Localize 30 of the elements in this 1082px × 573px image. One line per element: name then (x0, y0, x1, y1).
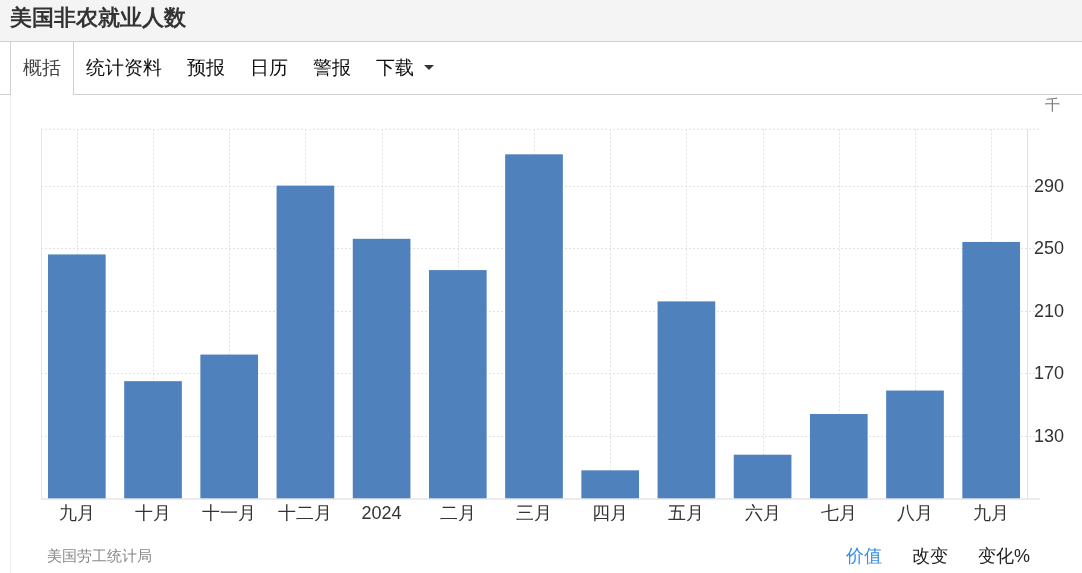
x-tick-label: 十月 (135, 503, 172, 523)
y-tick-label: 210 (1034, 300, 1065, 321)
tab-label: 下载 (376, 56, 414, 78)
text: 美国劳工统计局 (47, 548, 152, 564)
y-tick-label: 170 (1034, 363, 1065, 384)
y-tick-label: 290 (1034, 175, 1065, 196)
tab-label: 日历 (250, 56, 288, 78)
button-label: 改变 (912, 546, 948, 566)
tab-label: 统计资料 (86, 56, 162, 78)
y-axis-title: 千 (1044, 95, 1060, 113)
y-tick-label: 250 (1034, 238, 1065, 259)
button-label: 价值 (846, 546, 882, 566)
x-tick-label: 四月 (592, 503, 629, 523)
x-tick-label: 二月 (439, 503, 476, 523)
tab-label: 警报 (313, 56, 351, 78)
x-tick-label: 十一月 (202, 503, 257, 523)
tab-label: 预报 (187, 56, 225, 78)
x-tick-label: 2024 (361, 503, 402, 523)
tab-label: 概括 (23, 56, 61, 78)
x-tick-label: 十二月 (278, 503, 333, 523)
x-tick-label: 七月 (820, 503, 857, 523)
x-tick-label: 九月 (58, 503, 95, 523)
x-tick-label: 八月 (896, 503, 933, 523)
x-tick-label: 三月 (516, 503, 552, 523)
x-tick-label: 六月 (744, 503, 781, 523)
x-tick-label: 九月 (973, 503, 1010, 523)
chart-title: 美国非农就业人数 (9, 4, 187, 30)
button-label: 变化% (978, 546, 1030, 566)
y-tick-label: 130 (1034, 425, 1065, 446)
x-tick-label: 五月 (668, 503, 705, 523)
